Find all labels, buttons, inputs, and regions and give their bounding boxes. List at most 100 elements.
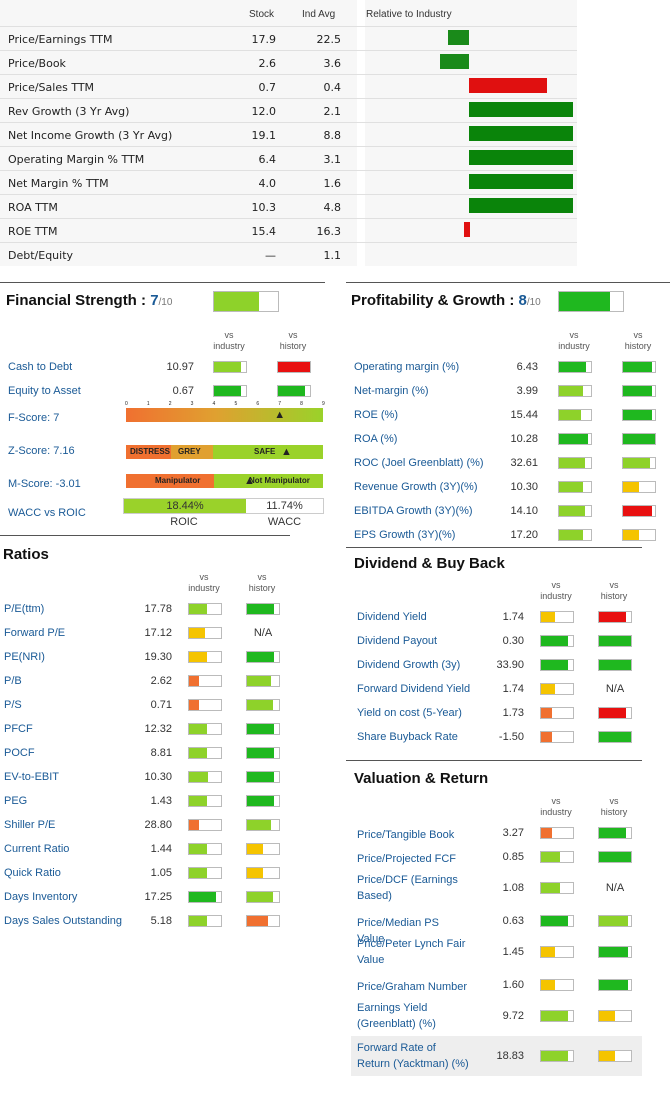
metric-value: 15.44	[510, 409, 538, 421]
roic-value: 18.44%	[166, 500, 204, 512]
metric-link[interactable]: EPS Growth (3Y)(%)	[354, 529, 456, 541]
vs-history-bar	[598, 635, 632, 647]
metric-value: 8.81	[150, 747, 172, 759]
vs-industry-bar	[558, 361, 592, 373]
metric-link[interactable]: ROE (%)	[354, 409, 398, 421]
metric-link[interactable]: Forward Dividend Yield	[357, 683, 471, 695]
metric-link[interactable]: Revenue Growth (3Y)(%)	[354, 481, 478, 493]
metric-link[interactable]: ROC (Joel Greenblatt) (%)	[354, 457, 484, 469]
vs-industry-bar	[540, 611, 574, 623]
vs-industry-header: vs industry	[188, 572, 220, 593]
metric-link[interactable]: Current Ratio	[4, 843, 70, 855]
vs-industry-bar	[558, 409, 592, 421]
vs-history-bar-fill	[247, 868, 263, 878]
metric-link[interactable]: EBITDA Growth (3Y)(%)	[354, 505, 473, 517]
metric-link[interactable]: Quick Ratio	[4, 867, 61, 879]
vs-history-bar	[246, 675, 280, 687]
metric-link[interactable]: Price/Projected FCF	[357, 853, 457, 865]
metric-link[interactable]: Cash to Debt	[8, 361, 73, 373]
metric-link[interactable]: Net-margin (%)	[354, 385, 429, 397]
vs-history-bar-fill	[623, 410, 652, 420]
metric-link[interactable]: Dividend Yield	[357, 611, 427, 623]
column-divider	[357, 147, 365, 171]
metric-value: 5.18	[150, 915, 172, 927]
vs-history-header: vs history	[279, 330, 307, 351]
vs-industry-bar-fill	[189, 676, 199, 686]
metric-link[interactable]: Yield on cost (5-Year)	[357, 707, 462, 719]
fscore-tick: 0	[125, 401, 128, 407]
divider	[346, 760, 642, 761]
metric-link[interactable]: Price/Graham Number	[357, 981, 468, 993]
metric-link[interactable]: Price/Median PS Value	[357, 917, 439, 945]
metric-link[interactable]: Forward P/E	[4, 627, 66, 639]
ind-avg-value: 3.1	[323, 153, 342, 166]
metric-link[interactable]: Equity to Asset	[8, 385, 81, 397]
vs-industry-bar-fill	[541, 916, 569, 926]
zscore-scale: DISTRESS GREY SAFE ▲	[126, 445, 323, 459]
metric-link[interactable]: Dividend Payout	[357, 635, 438, 647]
vs-industry-bar	[540, 882, 574, 894]
wacc-vs-roic-label[interactable]: WACC vs ROIC	[8, 507, 86, 519]
vs-history-bar	[598, 915, 632, 927]
vs-history-na: N/A	[605, 683, 625, 695]
vs-history-header: vs history	[600, 580, 628, 601]
metric-link[interactable]: Price/DCF (Earnings Based)	[357, 874, 458, 902]
metric-link[interactable]: Price/Peter Lynch Fair Value	[357, 938, 466, 966]
mscore-label[interactable]: M-Score: -3.01	[8, 478, 81, 490]
metric-link[interactable]: Dividend Growth (3y)	[357, 659, 461, 671]
metric-link[interactable]: P/E(ttm)	[4, 603, 45, 615]
metric-link[interactable]: PE(NRI)	[4, 651, 45, 663]
metric-link[interactable]: Earnings Yield (Greenblatt) (%)	[357, 1002, 436, 1030]
vs-history-bar	[622, 433, 656, 445]
metric-link[interactable]: POCF	[4, 747, 35, 759]
stock-value: 6.4	[258, 153, 277, 166]
metric-link[interactable]: Days Sales Outstanding	[4, 915, 123, 927]
zscore-label[interactable]: Z-Score: 7.16	[8, 445, 75, 457]
zscore-marker-icon: ▲	[281, 446, 292, 458]
vs-industry-bar-fill	[541, 852, 561, 862]
vs-history-bar-fill	[247, 748, 275, 758]
metric-value: 0.63	[502, 915, 524, 927]
vs-industry-bar-fill	[189, 892, 217, 902]
metric-link[interactable]: ROA (%)	[354, 433, 398, 445]
metric-link[interactable]: Days Inventory	[4, 891, 78, 903]
vs-industry-bar-fill	[559, 434, 588, 444]
vs-industry-bar	[188, 699, 222, 711]
vs-history-bar-fill	[599, 1011, 615, 1021]
vs-industry-bar	[213, 361, 247, 373]
metric-link[interactable]: Shiller P/E	[4, 819, 56, 831]
relative-bar	[469, 174, 573, 189]
vs-history-header: vs history	[248, 572, 276, 593]
metric-link[interactable]: Forward Rate of Return (Yacktman) (%)	[357, 1042, 469, 1070]
metric-link[interactable]: P/B	[4, 675, 22, 687]
metric-link[interactable]: EV-to-EBIT	[4, 771, 60, 783]
row-label: Rev Growth (3 Yr Avg)	[8, 105, 130, 118]
vs-industry-bar-fill	[214, 386, 242, 396]
header-relative: Relative to Industry	[366, 9, 452, 20]
metric-link[interactable]: Operating margin (%)	[354, 361, 460, 373]
divider	[0, 535, 290, 536]
table-row: Operating Margin % TTM 6.4 3.1	[0, 146, 577, 171]
vs-industry-bar-fill	[541, 828, 553, 838]
metric-link[interactable]: Price/Tangible Book	[357, 829, 455, 841]
column-divider	[357, 99, 365, 123]
metric-link[interactable]: PFCF	[4, 723, 33, 735]
vs-industry-bar-fill	[541, 883, 561, 893]
table-row: Rev Growth (3 Yr Avg) 12.0 2.1	[0, 98, 577, 123]
metric-value: 17.25	[144, 891, 172, 903]
metric-link[interactable]: Share Buyback Rate	[357, 731, 458, 743]
zscore-distress: DISTRESS	[130, 447, 171, 456]
metric-value: 10.30	[144, 771, 172, 783]
vs-industry-bar-fill	[559, 458, 585, 468]
metric-link[interactable]: P/S	[4, 699, 22, 711]
fscore-label[interactable]: F-Score: 7	[8, 412, 60, 424]
row-label: Debt/Equity	[8, 249, 74, 262]
divider	[346, 547, 642, 548]
roic-caption: ROIC	[170, 516, 198, 528]
fscore-tick: 8	[300, 401, 303, 407]
metric-link[interactable]: PEG	[4, 795, 28, 807]
ind-avg-value: 0.4	[323, 81, 342, 94]
mscore-scale: Manipulator Not Manipulator ▲	[126, 474, 323, 488]
vs-history-bar-fill	[599, 660, 631, 670]
metric-value: 1.44	[150, 843, 172, 855]
